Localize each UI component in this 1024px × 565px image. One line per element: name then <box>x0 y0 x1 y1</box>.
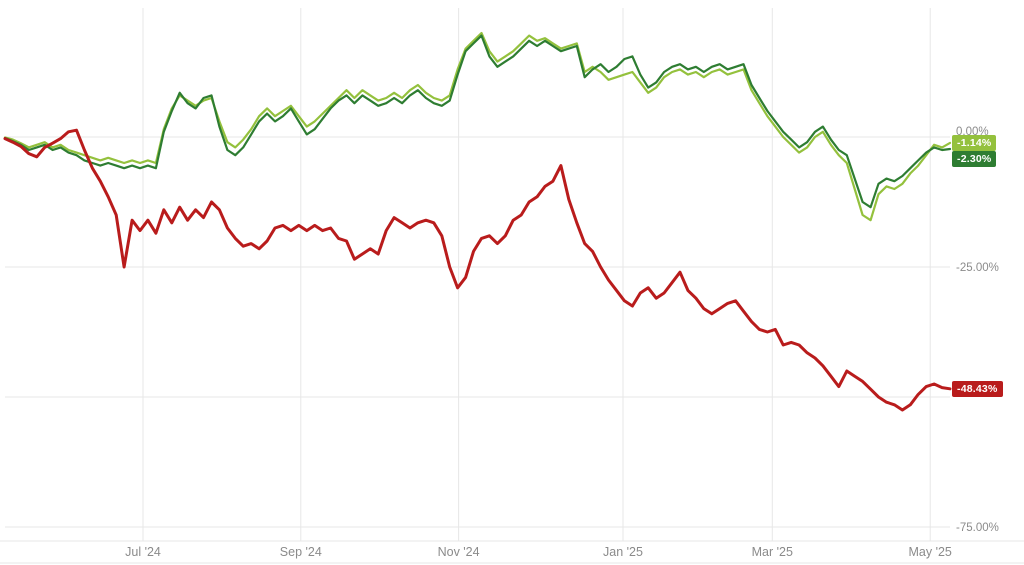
last-value-badge-red: -48.43% <box>952 381 1003 397</box>
y-axis-tick-label: -75.00% <box>956 522 999 534</box>
x-axis-tick-label: Nov '24 <box>438 545 480 559</box>
series-line-dark-green <box>3 34 952 209</box>
series-line-red <box>3 128 952 412</box>
x-axis-tick-label: Mar '25 <box>752 545 793 559</box>
series-line-light-green <box>3 31 952 222</box>
y-axis-tick-label: -25.00% <box>956 262 999 274</box>
last-value-badge-dark-green: -2.30% <box>952 151 997 167</box>
x-axis-tick-label: Jan '25 <box>603 545 643 559</box>
x-axis-tick-label: May '25 <box>909 545 952 559</box>
x-axis-tick-label: Jul '24 <box>125 545 161 559</box>
x-axis-tick-label: Sep '24 <box>280 545 322 559</box>
last-value-badge-light-green: -1.14% <box>952 135 997 151</box>
